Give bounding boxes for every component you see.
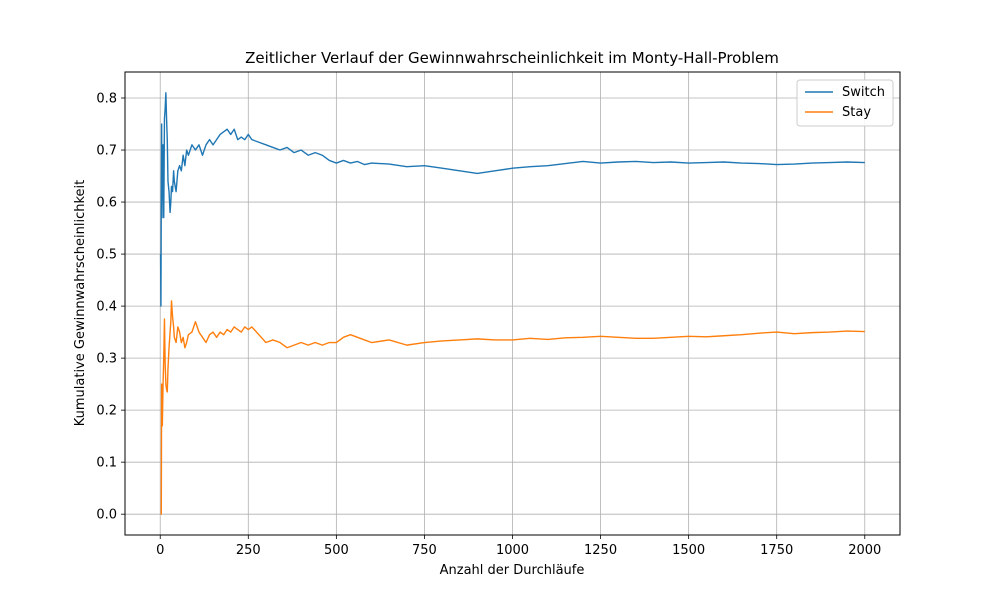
series-layer [159, 92, 865, 515]
x-tick-label: 750 [412, 543, 437, 558]
legend-label-stay: Stay [842, 105, 871, 120]
y-tick-label: 0.6 [96, 196, 117, 211]
y-tick-label: 0.5 [96, 248, 117, 263]
x-tick-label: 1250 [584, 543, 617, 558]
y-tick-label: 0.2 [96, 404, 117, 419]
series-line-switch [159, 92, 865, 307]
x-tick-label: 250 [236, 543, 261, 558]
y-tick-label: 0.3 [96, 352, 117, 367]
y-axis-title: Kumulative Gewinnwahrscheinlichkeit [73, 180, 88, 427]
y-tick-label: 0.7 [96, 144, 117, 159]
y-tick-label: 0.0 [96, 508, 117, 523]
series-line-stay [160, 300, 865, 515]
chart-title: Zeitlicher Verlauf der Gewinnwahrscheinl… [245, 49, 779, 67]
y-tick-label: 0.8 [96, 92, 117, 107]
x-axis-title: Anzahl der Durchläufe [440, 563, 585, 578]
grid [125, 72, 900, 535]
legend: Switch Stay [796, 79, 894, 127]
x-tick-label: 0 [156, 543, 164, 558]
y-tick-label: 0.1 [96, 456, 117, 471]
axis-ticks: 0 250 500 750 1000 1250 1500 1750 2000 0.0 0.1 0.2 0… [96, 92, 881, 558]
x-tick-label: 2000 [848, 543, 881, 558]
legend-label-switch: Switch [842, 85, 885, 100]
y-tick-label: 0.4 [96, 300, 117, 315]
x-tick-label: 1500 [672, 543, 705, 558]
x-tick-label: 1750 [760, 543, 793, 558]
x-tick-label: 500 [324, 543, 349, 558]
x-tick-label: 1000 [496, 543, 529, 558]
